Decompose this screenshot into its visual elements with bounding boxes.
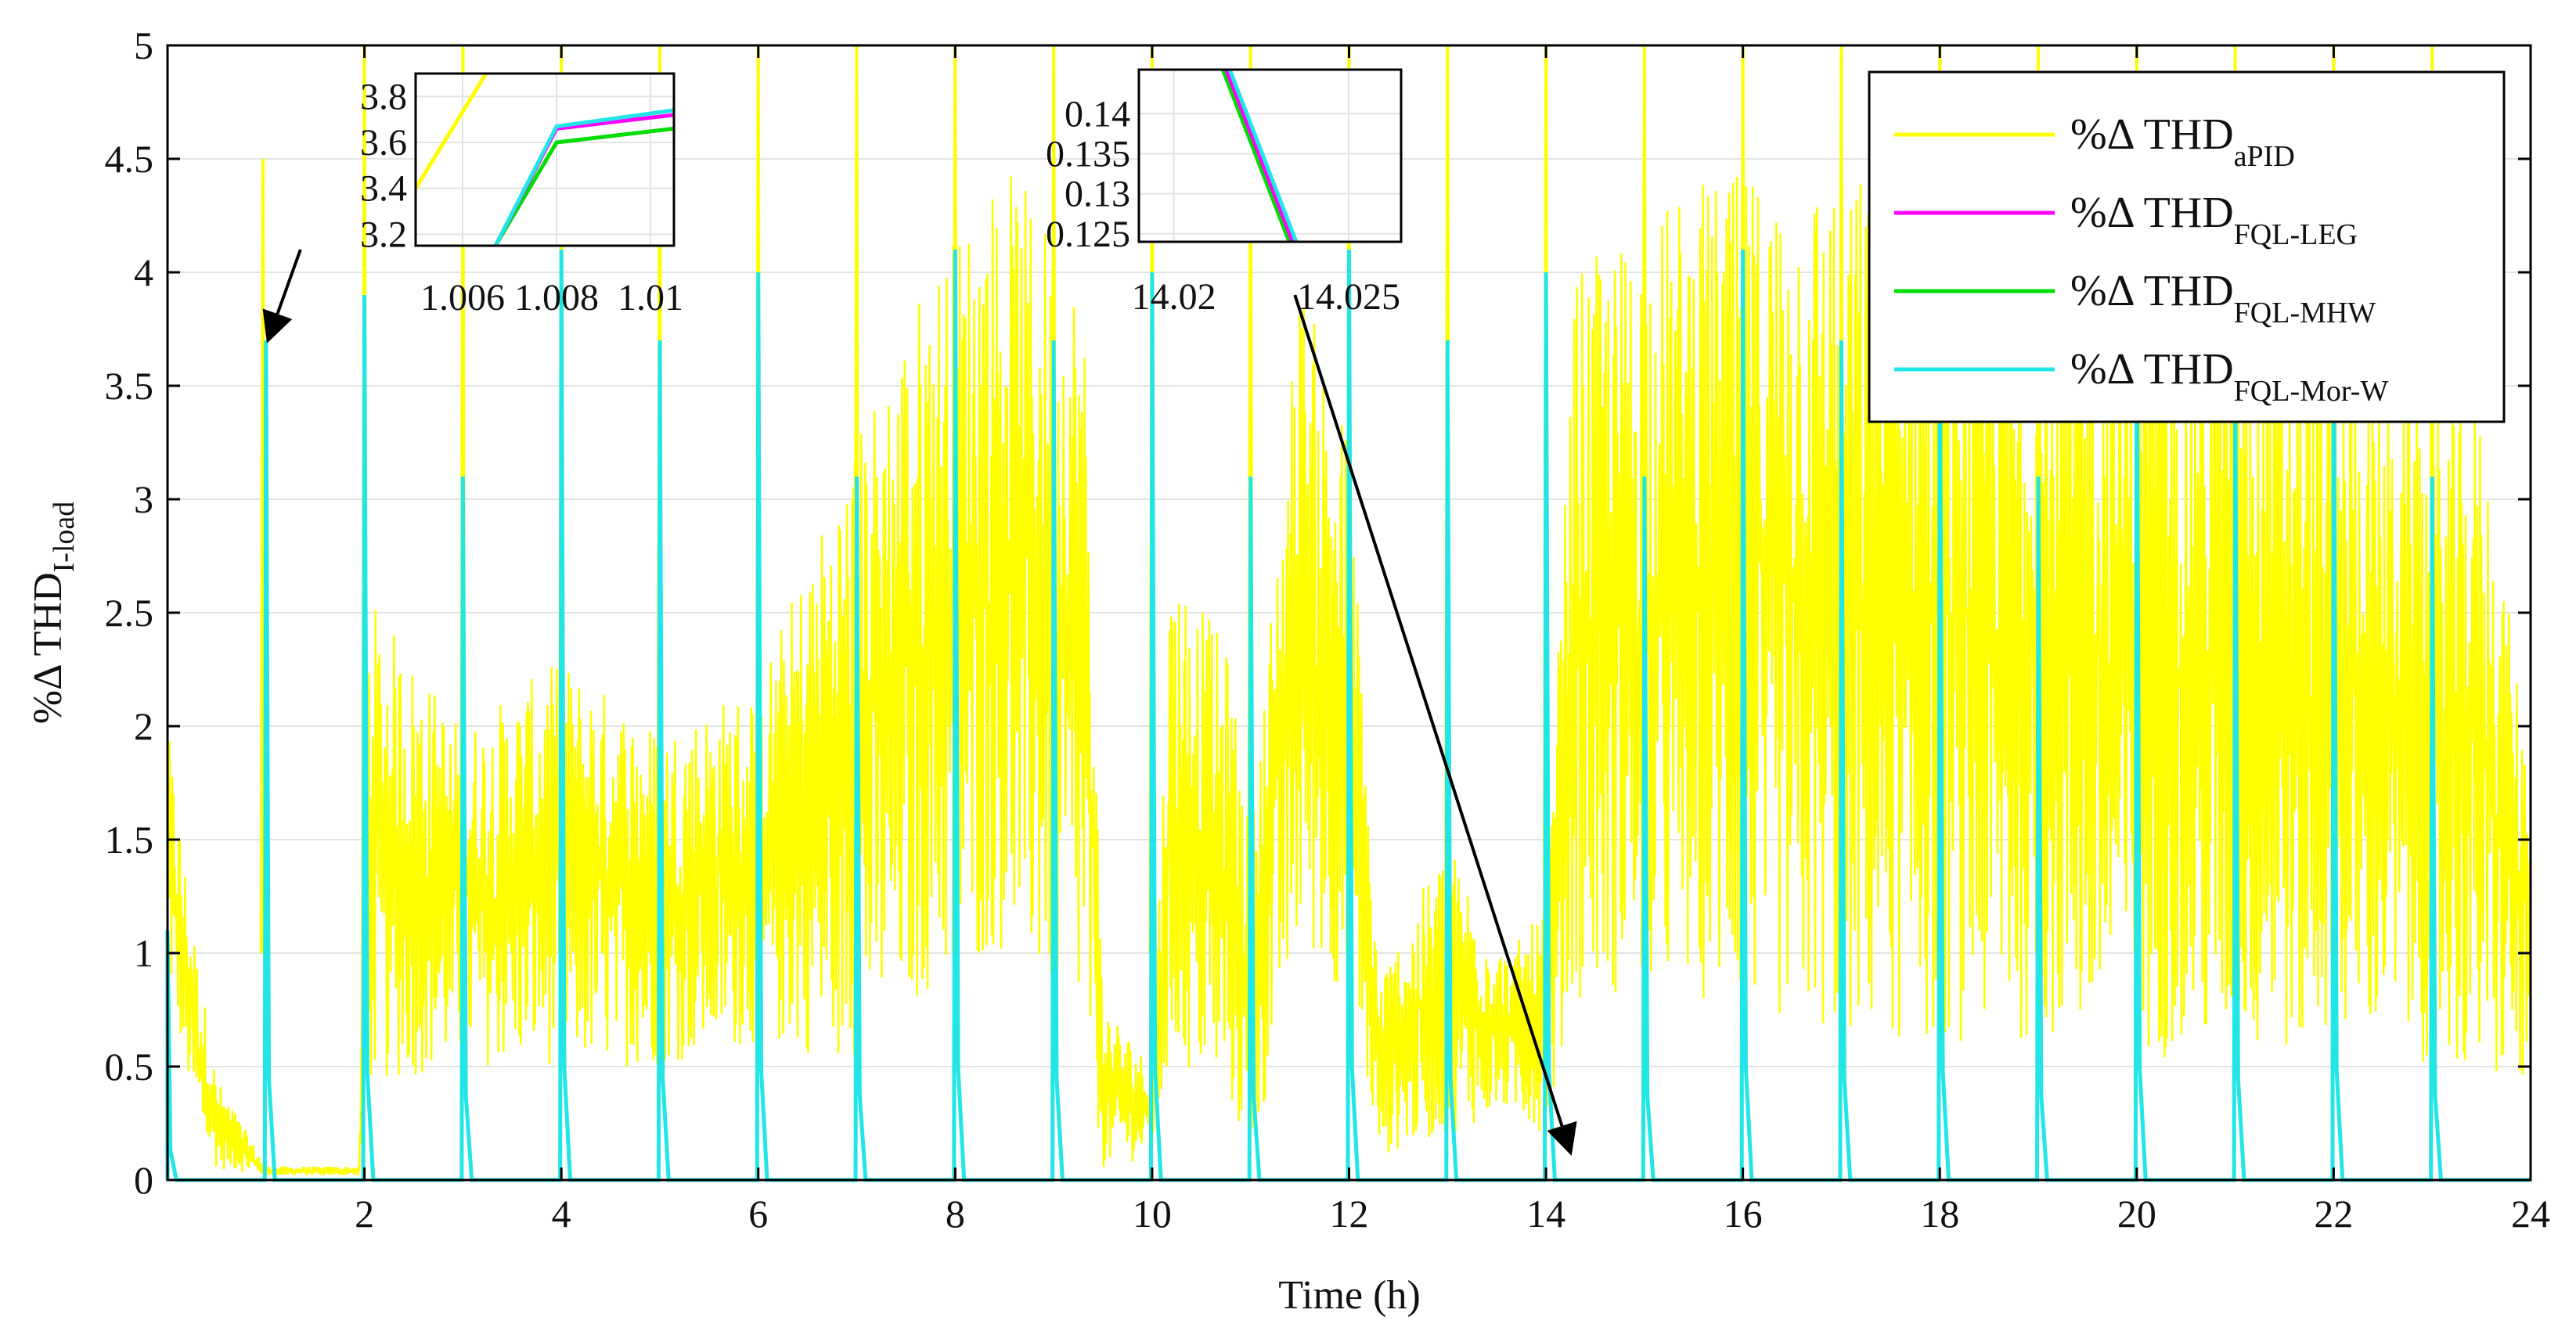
- legend-label-main: %Δ THD: [2070, 345, 2234, 394]
- x-tick-label-4: 10: [1133, 1192, 1172, 1236]
- inset-x-tick-label-2: 1.01: [618, 277, 683, 318]
- inset-y-tick-label-3: 0.14: [1065, 93, 1130, 135]
- y-tick-label-10: 5: [134, 23, 153, 67]
- inset-box: [414, 72, 676, 247]
- x-tick-label-11: 24: [2511, 1192, 2550, 1236]
- y-tick-label-7: 3.5: [105, 364, 154, 408]
- inset-y-tick-label-2: 3.6: [360, 122, 407, 164]
- inset-x-tick-label-0: 14.02: [1132, 276, 1216, 318]
- legend-label-subscript: FQL-LEG: [2234, 218, 2358, 251]
- annotation-arrows: [262, 249, 1577, 1157]
- y-tick-label-2: 1: [134, 931, 153, 975]
- x-tick-label-10: 22: [2314, 1192, 2353, 1236]
- inset-x-tick-label-1: 14.025: [1297, 276, 1400, 318]
- legend-label-FQL-Mor-W: %Δ THDFQL-Mor-W: [2070, 345, 2388, 408]
- legend-box: [1868, 70, 2506, 423]
- inset-zoom-1: 1.006 1.008 1.01 3.23.43.6 3.8: [360, 72, 683, 318]
- x-tick-label-0: 2: [355, 1192, 374, 1236]
- inset-y-tick-label-1: 0.13: [1065, 174, 1130, 215]
- inset-y-tick-label-0: 3.2: [360, 214, 407, 255]
- legend-label-subscript: FQL-Mor-W: [2234, 375, 2389, 408]
- y-tick-label-9: 4.5: [105, 137, 154, 181]
- y-tick-label-0: 0: [134, 1158, 153, 1202]
- y-tick-label-5: 2.5: [105, 591, 154, 635]
- annotation-arrow-0: [262, 249, 302, 344]
- x-tick-label-3: 8: [946, 1192, 965, 1236]
- inset-line-aPID: [416, 74, 488, 190]
- inset-line-FQL-Mor-W: [1227, 70, 1299, 242]
- inset-x-tick-label-0: 1.006: [420, 277, 505, 318]
- y-tick-label-6: 3: [134, 477, 153, 521]
- x-tick-label-5: 12: [1330, 1192, 1369, 1236]
- legend-label-FQL-MHW: %Δ THDFQL-MHW: [2070, 267, 2376, 329]
- x-tick-label-6: 14: [1526, 1192, 1565, 1236]
- x-tick-label-7: 16: [1724, 1192, 1763, 1236]
- y-tick-label-8: 4: [134, 250, 153, 294]
- annotation-arrow-1: [1293, 294, 1577, 1157]
- inset-line-FQL-MHW: [493, 126, 674, 246]
- x-tick-label-8: 18: [1920, 1192, 1959, 1236]
- y-tick-label-3: 1.5: [105, 818, 154, 862]
- legend: %Δ THDaPID%Δ THDFQL-LEG%Δ THDFQL-MHW%Δ T…: [1868, 70, 2506, 423]
- inset-background: [1139, 70, 1401, 242]
- legend-label-main: %Δ THD: [2070, 110, 2234, 159]
- inset-y-tick-label-3: 3.8: [360, 76, 407, 117]
- x-tick-label-9: 20: [2117, 1192, 2156, 1236]
- inset-y-tick-label-2: 0.135: [1046, 133, 1130, 174]
- axis-ticks: 2 4 6 8 10 12 14 16 18 20 22 2400.511.522.533.544.5…: [105, 23, 2551, 1236]
- y-tick-label-1: 0.5: [105, 1045, 154, 1088]
- y-axis-label-main: %Δ THD: [26, 572, 70, 724]
- inset-line-FQL-MHW: [1220, 70, 1292, 242]
- legend-label-subscript: aPID: [2234, 140, 2295, 173]
- legend-label-aPID: %Δ THDaPID: [2070, 110, 2295, 173]
- x-tick-label-2: 6: [748, 1192, 768, 1236]
- legend-label-subscript: FQL-MHW: [2234, 297, 2376, 329]
- inset-box: [1137, 68, 1403, 243]
- inset-y-tick-label-1: 3.4: [360, 168, 407, 210]
- x-axis-label: Time (h): [1278, 1273, 1421, 1318]
- inset-line-FQL-Mor-W: [493, 108, 674, 246]
- legend-label-main: %Δ THD: [2070, 267, 2234, 315]
- y-axis-label: %Δ THDI-load: [26, 502, 81, 725]
- y-tick-label-4: 2: [134, 704, 153, 748]
- x-tick-label-1: 4: [552, 1192, 571, 1236]
- inset-y-tick-label-0: 0.125: [1046, 214, 1130, 255]
- legend-label-main: %Δ THD: [2070, 189, 2234, 237]
- inset-x-tick-label-1: 1.008: [514, 277, 599, 318]
- inset-line-FQL-LEG: [1224, 70, 1295, 242]
- legend-label-FQL-LEG: %Δ THDFQL-LEG: [2070, 189, 2358, 251]
- y-axis-label-subscript: I-load: [48, 502, 81, 573]
